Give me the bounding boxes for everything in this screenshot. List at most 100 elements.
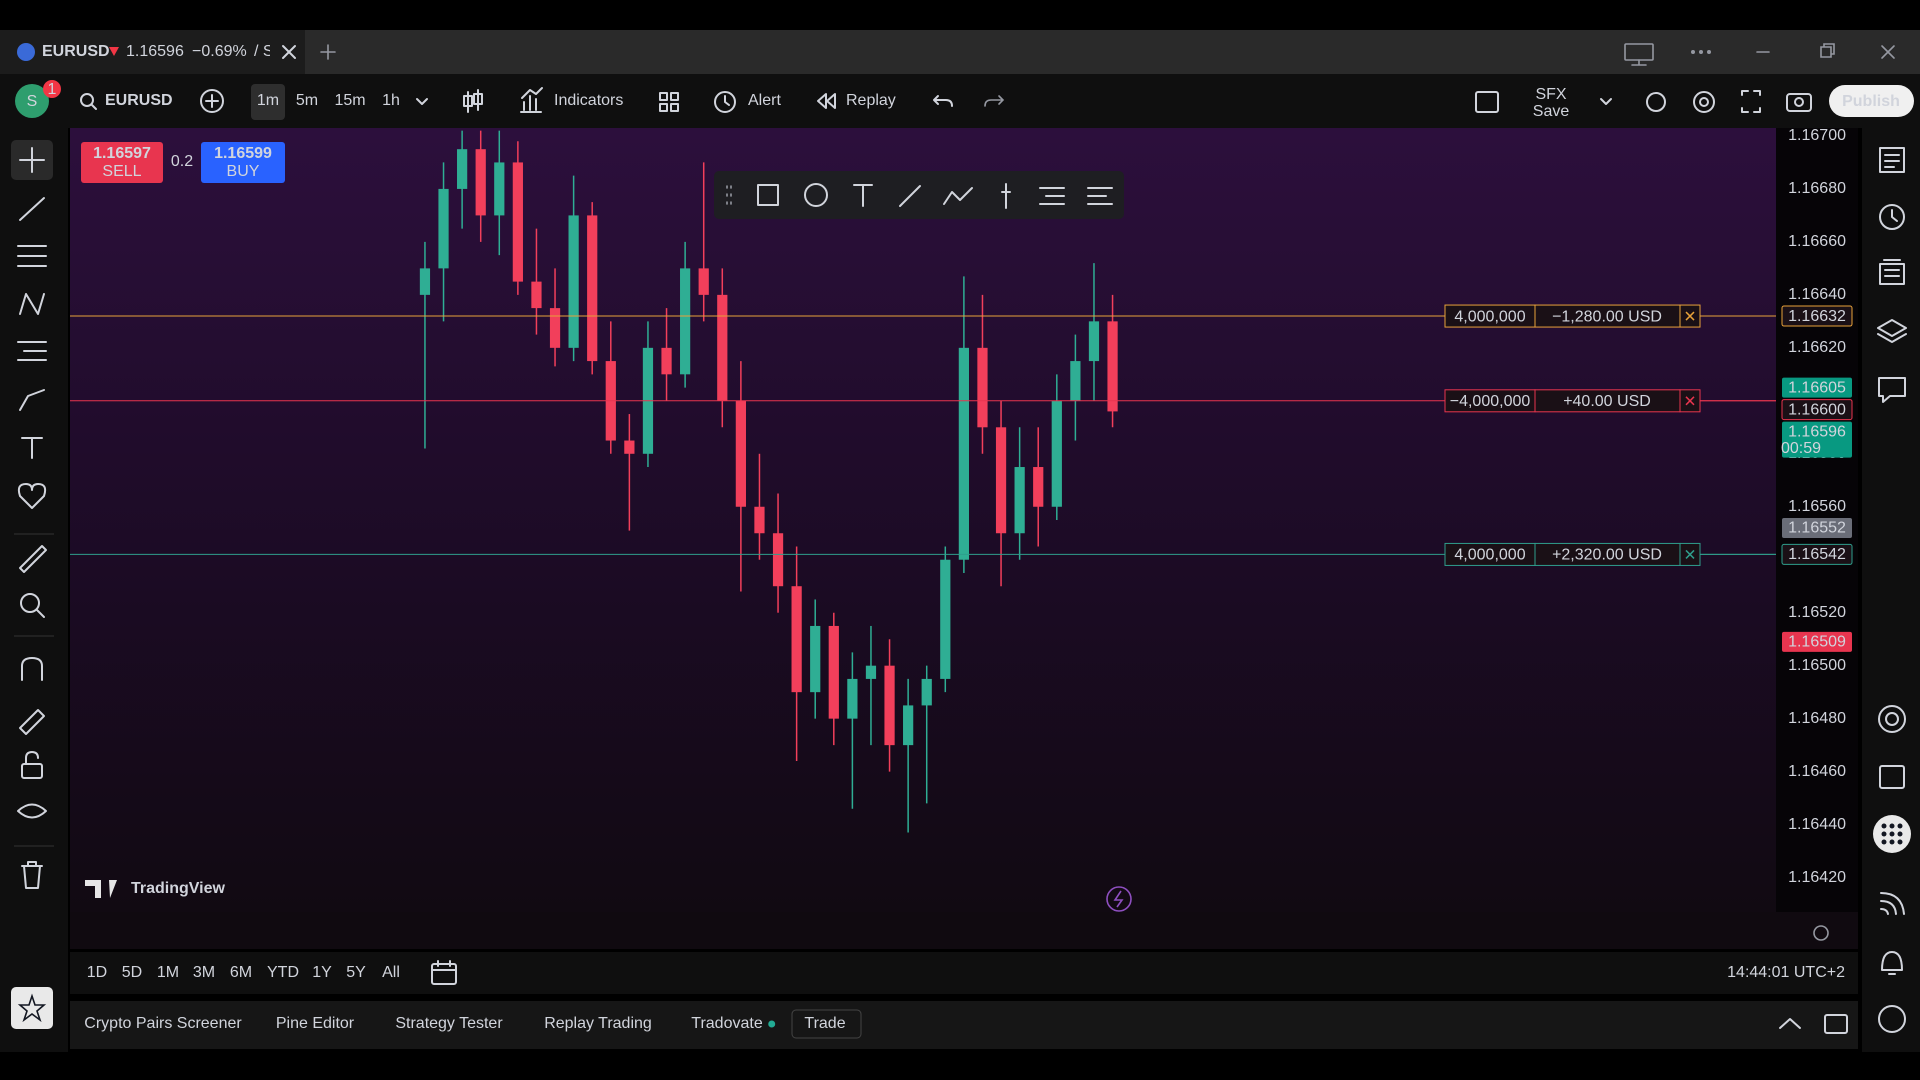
- vertical-line-tool[interactable]: [1001, 183, 1011, 209]
- range-button[interactable]: YTD: [267, 964, 299, 981]
- redo[interactable]: [984, 95, 1005, 107]
- line-tool[interactable]: [899, 185, 921, 207]
- news[interactable]: [1879, 259, 1905, 285]
- candle-body: [549, 308, 561, 348]
- text-tool[interactable]: [21, 437, 43, 459]
- restore[interactable]: [1820, 43, 1835, 58]
- ruler-tool[interactable]: [19, 545, 47, 573]
- candle-body: [903, 705, 914, 746]
- text-tool[interactable]: [853, 184, 873, 207]
- notifications[interactable]: [1881, 951, 1903, 975]
- sell-price: 1.16597: [93, 145, 151, 162]
- buy-button[interactable]: [201, 142, 285, 183]
- settings[interactable]: [1693, 91, 1715, 113]
- collapse-panel[interactable]: [1779, 1018, 1801, 1029]
- bottom-tab[interactable]: Crypto Pairs Screener: [84, 1015, 242, 1032]
- compare-button[interactable]: [200, 89, 224, 113]
- interval[interactable]: 15m: [334, 92, 365, 109]
- more-menu[interactable]: [1691, 50, 1711, 54]
- window-icon-stand: [1631, 59, 1647, 66]
- alert-button[interactable]: Alert: [748, 92, 781, 109]
- remove-tool[interactable]: [21, 861, 43, 889]
- bottom-tab[interactable]: Trade: [804, 1015, 845, 1032]
- forecast-tool[interactable]: [17, 341, 47, 361]
- fib-tool[interactable]: [17, 245, 47, 267]
- crosshair-tool[interactable]: [19, 147, 45, 173]
- range-button[interactable]: 5Y: [346, 964, 366, 981]
- layouts-icon[interactable]: [659, 92, 679, 112]
- range-button[interactable]: 1M: [157, 964, 179, 981]
- avatar[interactable]: [15, 84, 49, 118]
- magnet-tool[interactable]: [21, 657, 43, 681]
- range-button[interactable]: 3M: [193, 964, 215, 981]
- bottom-tab[interactable]: Tradovate: [691, 1015, 763, 1032]
- candle-body: [1014, 467, 1025, 534]
- undo[interactable]: [933, 95, 953, 107]
- icons-tool[interactable]: [17, 483, 47, 509]
- drag-handle[interactable]: [726, 185, 732, 205]
- brush-tool[interactable]: [19, 389, 45, 411]
- range-button[interactable]: 6M: [230, 964, 252, 981]
- active-interval: [251, 84, 285, 120]
- ideas[interactable]: [1878, 705, 1906, 733]
- tab-close[interactable]: [282, 45, 296, 59]
- path-tool[interactable]: [943, 187, 973, 205]
- watchlist[interactable]: [1879, 147, 1905, 173]
- zoom-tool[interactable]: [20, 593, 40, 613]
- events-marker[interactable]: [1106, 886, 1132, 912]
- trend-line-tool[interactable]: [19, 197, 45, 221]
- y-tick-label: 1.16680: [1788, 180, 1846, 197]
- tab[interactable]: [0, 30, 305, 74]
- bottom-tab[interactable]: Strategy Tester: [395, 1015, 503, 1032]
- alert-icon: [714, 91, 736, 113]
- pattern-tool[interactable]: [19, 293, 45, 315]
- drawing-mode[interactable]: [19, 709, 45, 735]
- calendar[interactable]: [1879, 765, 1905, 789]
- interval[interactable]: 1m: [257, 92, 279, 109]
- y-tick-label: 1.16480: [1788, 710, 1846, 727]
- candle-body: [977, 347, 988, 428]
- bottom-tab[interactable]: Pine Editor: [276, 1015, 355, 1032]
- axis-settings[interactable]: [1813, 925, 1829, 941]
- quick-search[interactable]: [1646, 92, 1666, 112]
- lock-tool[interactable]: [21, 763, 43, 779]
- chats[interactable]: [1878, 377, 1906, 403]
- range-button[interactable]: All: [382, 964, 400, 981]
- interval[interactable]: 5m: [296, 92, 318, 109]
- fib-tool[interactable]: [1039, 187, 1065, 205]
- bottom-tab[interactable]: Replay Trading: [544, 1015, 652, 1032]
- help[interactable]: [1878, 1005, 1906, 1033]
- spread: 0.2: [171, 153, 193, 170]
- interval-chevron[interactable]: [416, 98, 428, 105]
- layout-box[interactable]: [1475, 91, 1499, 113]
- range-button[interactable]: 1D: [87, 964, 107, 981]
- layout-name[interactable]: SFX: [1535, 86, 1566, 103]
- publish-button[interactable]: [1829, 85, 1914, 117]
- object-tree[interactable]: [1877, 319, 1907, 343]
- new-tab[interactable]: [320, 44, 336, 60]
- streams[interactable]: [1880, 892, 1905, 915]
- snapshot[interactable]: [1786, 93, 1812, 112]
- layout-chevron[interactable]: [1600, 98, 1612, 105]
- close-window[interactable]: [1881, 45, 1895, 59]
- more-tools[interactable]: [1087, 187, 1113, 205]
- indicators-button[interactable]: Indicators: [554, 92, 623, 109]
- maximize-panel[interactable]: [1824, 1014, 1848, 1034]
- favorites-button[interactable]: [11, 987, 53, 1029]
- replay-button[interactable]: Replay: [846, 92, 896, 109]
- interval[interactable]: 1h: [382, 92, 400, 109]
- fullscreen[interactable]: [1741, 90, 1761, 113]
- rectangle-tool[interactable]: [757, 184, 779, 206]
- sell-button[interactable]: [81, 142, 163, 183]
- publish-label: Publish: [1842, 93, 1900, 110]
- toolbar-symbol[interactable]: EURUSD: [105, 92, 173, 109]
- range-button[interactable]: 1Y: [312, 964, 332, 981]
- goto-date[interactable]: [431, 963, 457, 985]
- candle-body: [865, 665, 877, 679]
- visibility-tool[interactable]: [17, 803, 47, 819]
- range-button[interactable]: 5D: [122, 964, 142, 981]
- alerts[interactable]: [1879, 204, 1905, 230]
- chart-type[interactable]: [463, 89, 483, 113]
- candle-body: [995, 427, 1007, 534]
- circle-tool[interactable]: [804, 183, 828, 207]
